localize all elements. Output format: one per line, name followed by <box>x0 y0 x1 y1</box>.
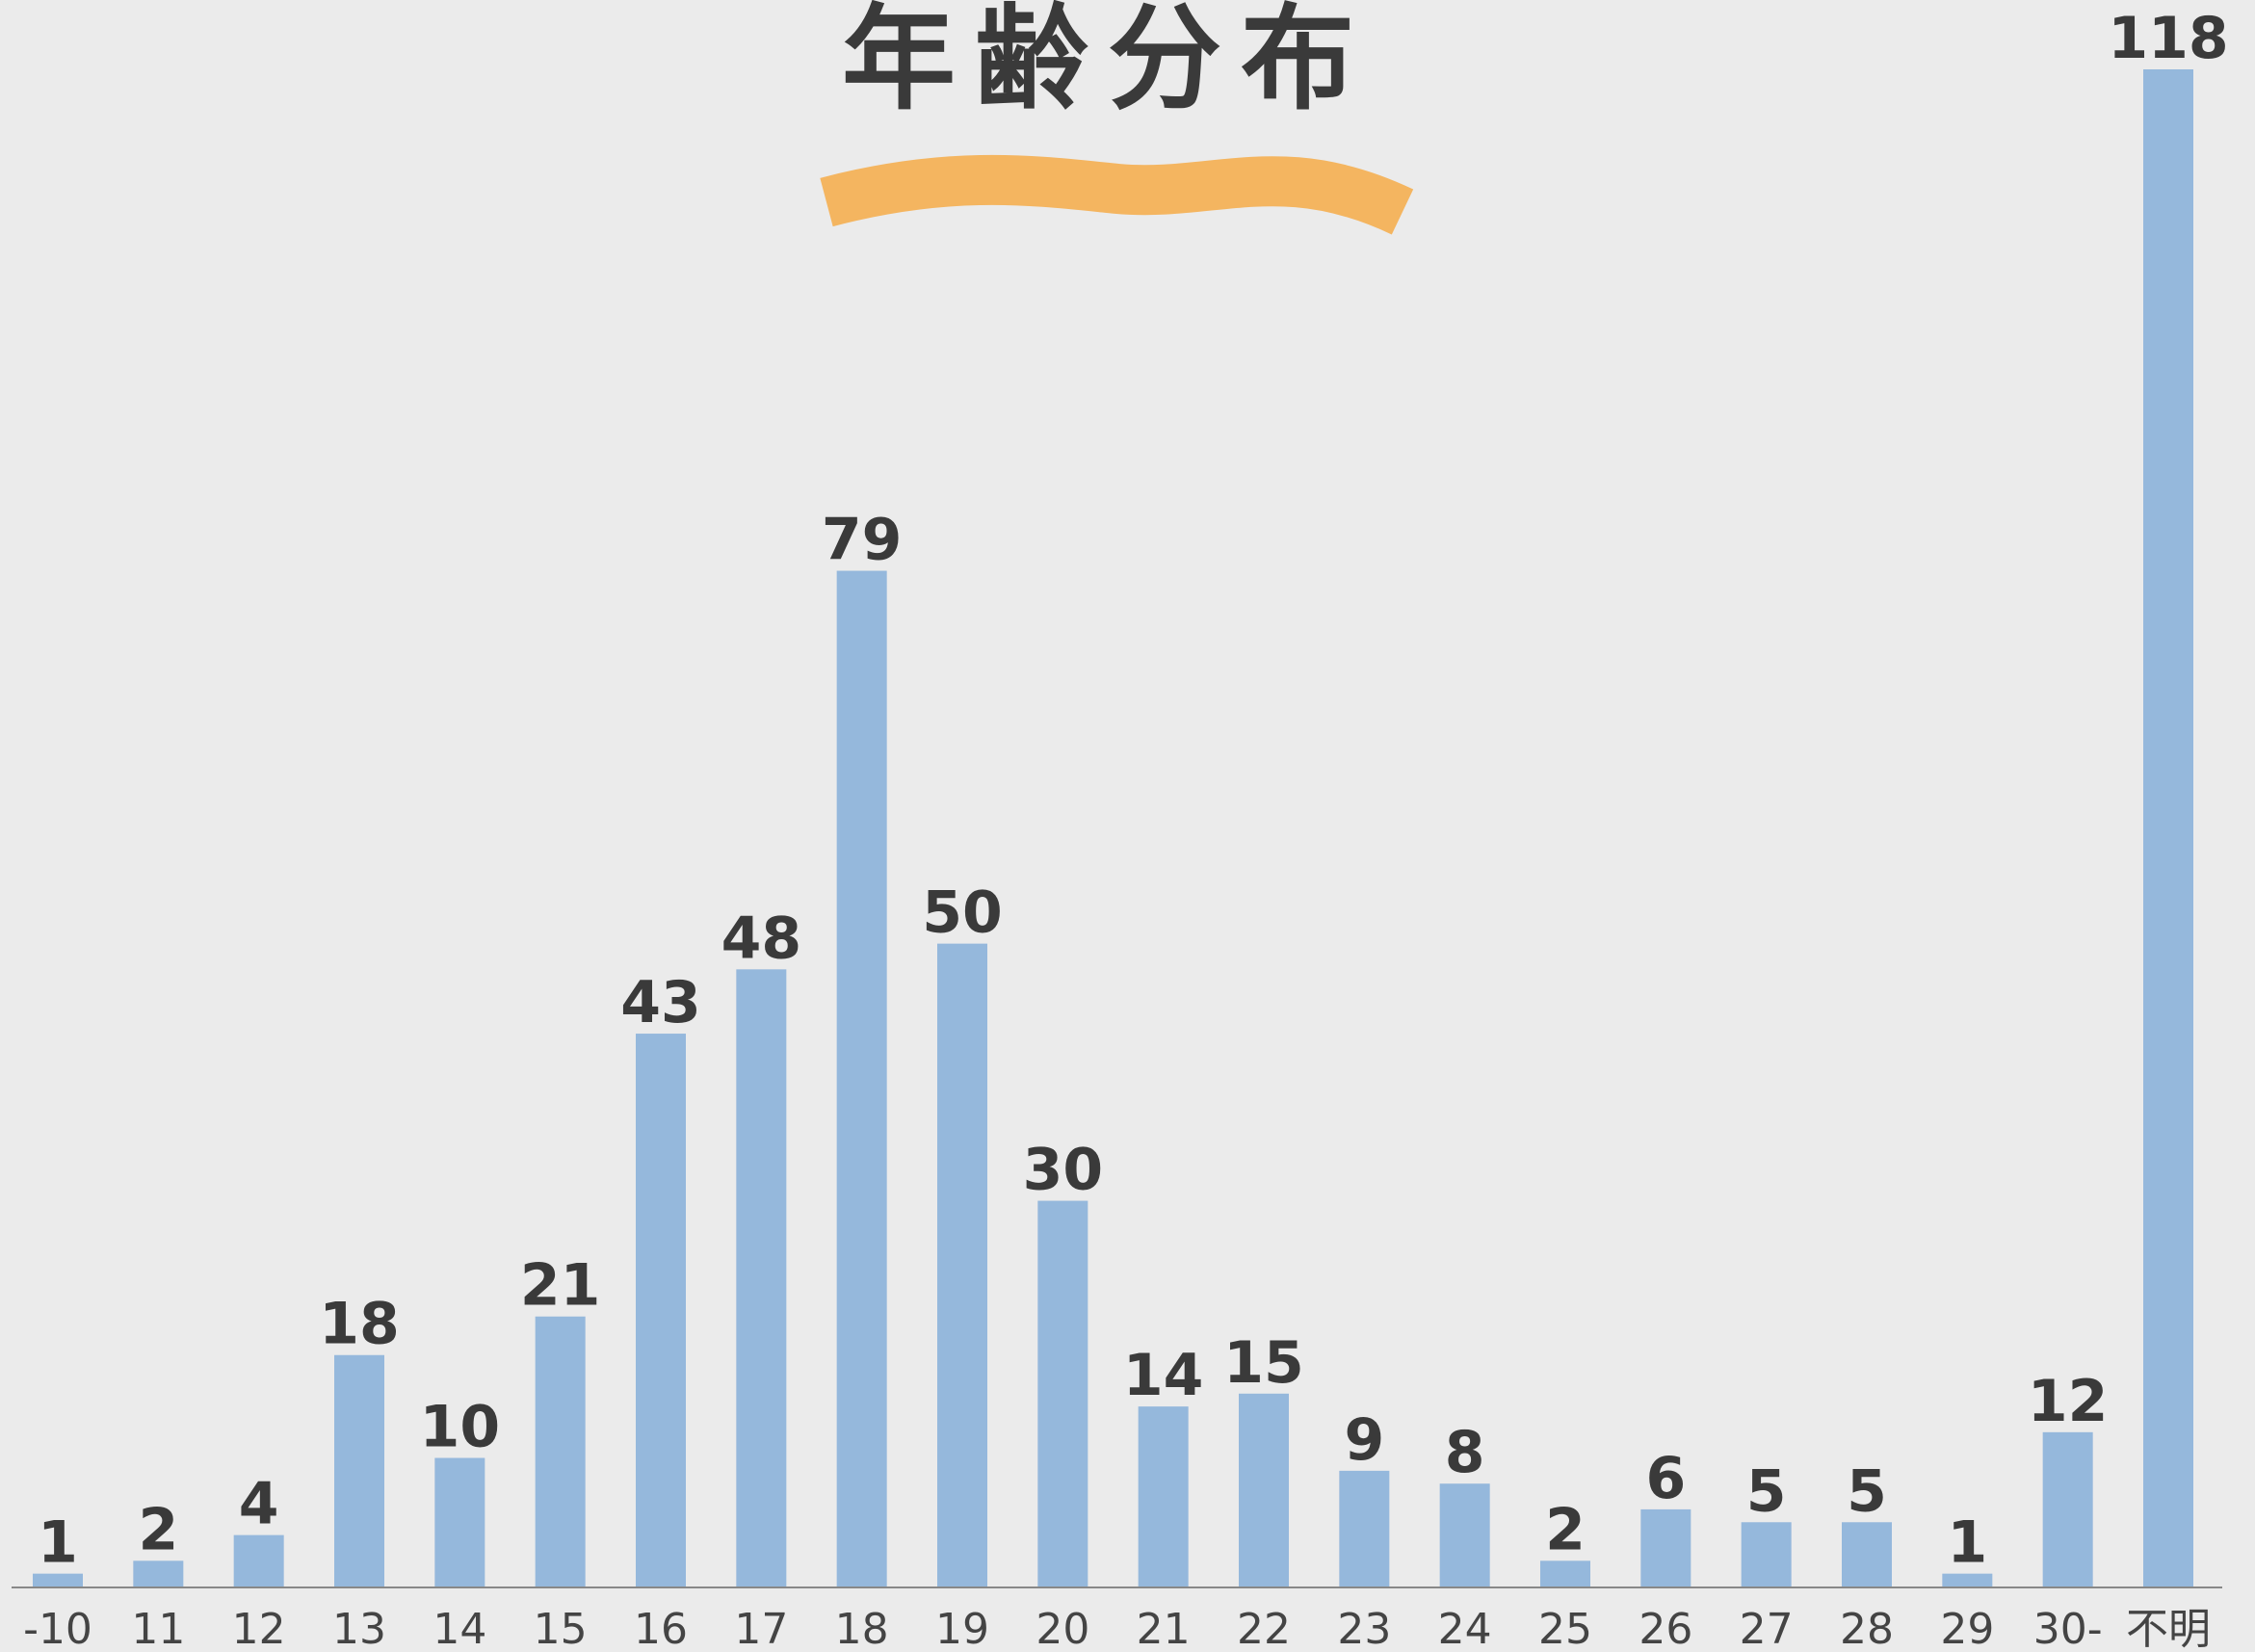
data-label: 6 <box>1645 1445 1686 1512</box>
x-tick-label: 23 <box>1337 1605 1391 1652</box>
bar <box>1037 1200 1088 1586</box>
data-label: 43 <box>620 969 701 1036</box>
bar <box>1439 1483 1490 1586</box>
bar <box>1239 1393 1289 1586</box>
data-label: 14 <box>1123 1342 1204 1409</box>
data-label: 2 <box>138 1496 178 1563</box>
bar <box>2042 1431 2093 1586</box>
bar <box>1741 1522 1792 1586</box>
x-tick-label: 24 <box>1438 1605 1492 1652</box>
data-label: 5 <box>1746 1457 1787 1525</box>
data-label: 48 <box>721 905 802 972</box>
data-label: 30 <box>1023 1137 1104 1204</box>
x-tick-label: 不明 <box>2126 1605 2211 1652</box>
data-label: 12 <box>2028 1368 2109 1435</box>
data-label: 118 <box>2108 5 2228 72</box>
bar <box>836 570 887 1587</box>
bar <box>133 1560 184 1586</box>
bar <box>1942 1573 1993 1586</box>
x-tick-label: 12 <box>232 1605 286 1652</box>
bar <box>2143 69 2193 1586</box>
data-label: 8 <box>1445 1419 1485 1486</box>
x-tick-label: 18 <box>835 1605 889 1652</box>
x-tick-label: 19 <box>935 1605 989 1652</box>
x-tick-label: 26 <box>1639 1605 1692 1652</box>
x-tick-label: 25 <box>1538 1605 1592 1652</box>
data-label: 1 <box>38 1509 78 1577</box>
x-tick-label: 30- <box>2033 1605 2103 1652</box>
x-tick-label: 15 <box>534 1605 588 1652</box>
title-decoration <box>820 154 1414 235</box>
x-tick-label: 14 <box>433 1605 486 1652</box>
data-label: 21 <box>520 1252 601 1320</box>
bar <box>535 1316 586 1586</box>
bar <box>937 943 987 1586</box>
bar <box>1138 1406 1189 1586</box>
data-label: 4 <box>239 1471 279 1538</box>
bar <box>736 969 787 1586</box>
x-tick-label: 16 <box>634 1605 688 1652</box>
bar <box>334 1354 384 1586</box>
data-label: 18 <box>319 1291 400 1358</box>
x-tick-label: 27 <box>1740 1605 1794 1652</box>
x-tick-label: -10 <box>23 1605 92 1652</box>
data-label: 2 <box>1545 1496 1586 1563</box>
data-label: 50 <box>922 879 1003 947</box>
bar <box>1842 1522 1892 1586</box>
data-label: 15 <box>1223 1329 1304 1397</box>
bar <box>33 1573 83 1586</box>
data-label: 1 <box>1947 1509 1987 1577</box>
x-tick-label: 21 <box>1137 1605 1191 1652</box>
x-tick-label: 11 <box>131 1605 185 1652</box>
bar <box>233 1534 284 1586</box>
x-tick-label: 29 <box>1940 1605 1994 1652</box>
x-tick-label: 17 <box>734 1605 788 1652</box>
x-tick-label: 22 <box>1237 1605 1291 1652</box>
data-label: 79 <box>822 507 903 574</box>
data-label: 5 <box>1847 1457 1887 1525</box>
bar <box>1540 1560 1590 1586</box>
chart-title: 年齢分布 <box>842 0 1374 125</box>
data-label: 9 <box>1344 1406 1384 1474</box>
bar <box>434 1457 485 1586</box>
x-tick-label: 13 <box>332 1605 386 1652</box>
bar <box>636 1034 686 1586</box>
bar <box>1640 1508 1691 1586</box>
x-tick-label: 20 <box>1036 1605 1089 1652</box>
data-label: 10 <box>420 1394 501 1461</box>
x-tick-label: 28 <box>1840 1605 1894 1652</box>
bar <box>1339 1470 1390 1586</box>
